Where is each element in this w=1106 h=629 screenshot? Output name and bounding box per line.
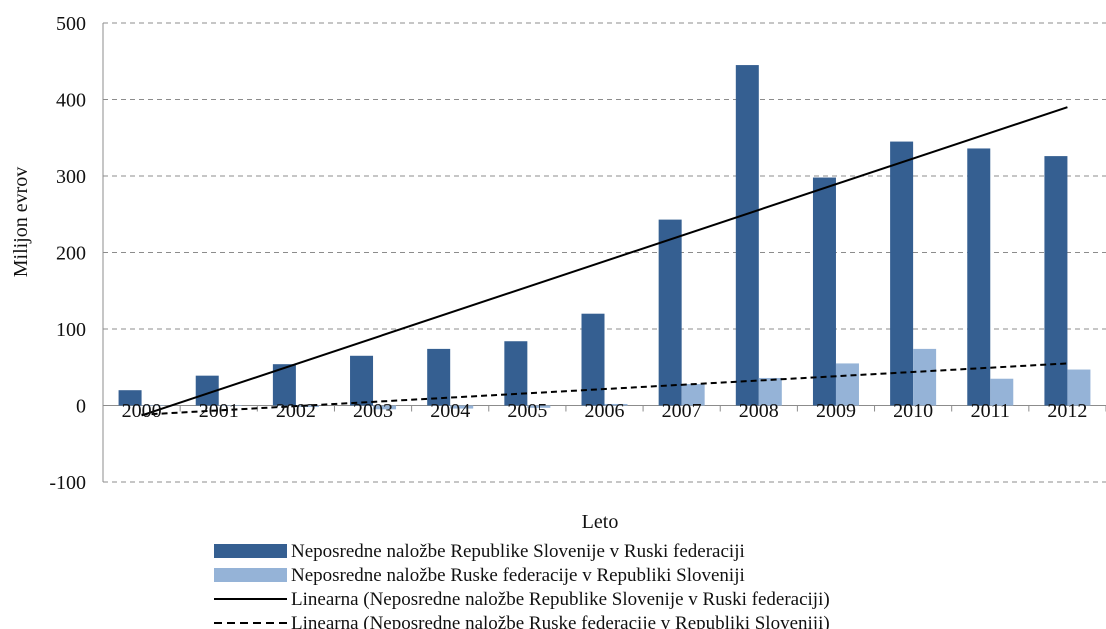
bars-layer xyxy=(118,65,1091,410)
bar-series-2 xyxy=(681,384,705,406)
bar-series-1 xyxy=(581,313,605,406)
trendline-2 xyxy=(141,362,1068,416)
x-tick-label: 2004 xyxy=(430,400,470,422)
bar-series-2 xyxy=(835,363,859,406)
ticks-layer: -100 0 100 200 300 400 500 2000 2001 2002 2003 2004… xyxy=(49,13,1087,494)
x-axis-label: Leto xyxy=(582,511,619,533)
x-tick-label: 2002 xyxy=(276,400,316,422)
bar-series-1 xyxy=(1044,156,1068,406)
bar-series-2 xyxy=(604,403,628,406)
bar-series-2 xyxy=(758,377,782,406)
bar-series-1 xyxy=(658,219,682,406)
bar-series-1 xyxy=(427,348,451,406)
x-tick-label: 2012 xyxy=(1047,400,1087,422)
bar-series-2 xyxy=(1067,369,1091,406)
trend-layer xyxy=(141,106,1068,417)
bar-series-1 xyxy=(504,341,528,406)
y-tick-label: 300 xyxy=(56,166,86,188)
bar-series-2 xyxy=(218,405,242,406)
y-tick-label: -100 xyxy=(49,472,86,494)
x-tick-label: 2007 xyxy=(662,400,702,422)
bar-series-2 xyxy=(373,405,397,410)
legend-swatch-bar xyxy=(214,544,287,558)
bar-series-2 xyxy=(450,405,474,409)
bar-series-1 xyxy=(350,355,374,406)
y-tick-label: 400 xyxy=(56,90,86,112)
y-axis-label: Milijon evrov xyxy=(10,167,32,278)
bar-series-1 xyxy=(967,148,991,406)
bar-series-2 xyxy=(141,405,165,406)
bar-series-1 xyxy=(195,375,219,406)
x-tick-label: 2010 xyxy=(893,400,933,422)
bar-series-1 xyxy=(890,141,914,406)
x-tick-label: 2011 xyxy=(971,400,1010,422)
legend-label: Neposredne naložbe Republike Slovenije v… xyxy=(291,541,745,562)
y-tick-label: 0 xyxy=(76,396,86,418)
legend-swatch-bar xyxy=(214,568,287,582)
legend-label: Linearna (Neposredne naložbe Republike S… xyxy=(291,589,830,610)
trendline-1 xyxy=(141,106,1068,417)
y-tick-label: 500 xyxy=(56,13,86,35)
bar-series-2 xyxy=(990,378,1014,406)
y-tick-label: 100 xyxy=(56,319,86,341)
x-tick-label: 2009 xyxy=(816,400,856,422)
legend-label: Neposredne naložbe Ruske federacije v Re… xyxy=(291,565,745,586)
bar-series-2 xyxy=(295,405,319,408)
x-tick-label: 2003 xyxy=(353,400,393,422)
bar-series-1 xyxy=(812,177,836,406)
legend-label: Linearna (Neposredne naložbe Ruske feder… xyxy=(291,613,830,629)
bar-series-1 xyxy=(118,390,142,406)
bar-series-2 xyxy=(913,348,937,406)
bar-series-1 xyxy=(272,364,296,406)
y-tick-label: 200 xyxy=(56,243,86,265)
bar-series-1 xyxy=(735,65,759,406)
x-tick-label: 2000 xyxy=(122,400,162,422)
x-tick-label: 2006 xyxy=(585,400,625,422)
bar-series-2 xyxy=(527,405,551,408)
legend: Neposredne naložbe Republike Slovenije v… xyxy=(214,541,830,629)
x-tick-label: 2008 xyxy=(739,400,779,422)
x-tick-label: 2005 xyxy=(507,400,547,422)
x-tick-label: 2001 xyxy=(199,400,239,422)
